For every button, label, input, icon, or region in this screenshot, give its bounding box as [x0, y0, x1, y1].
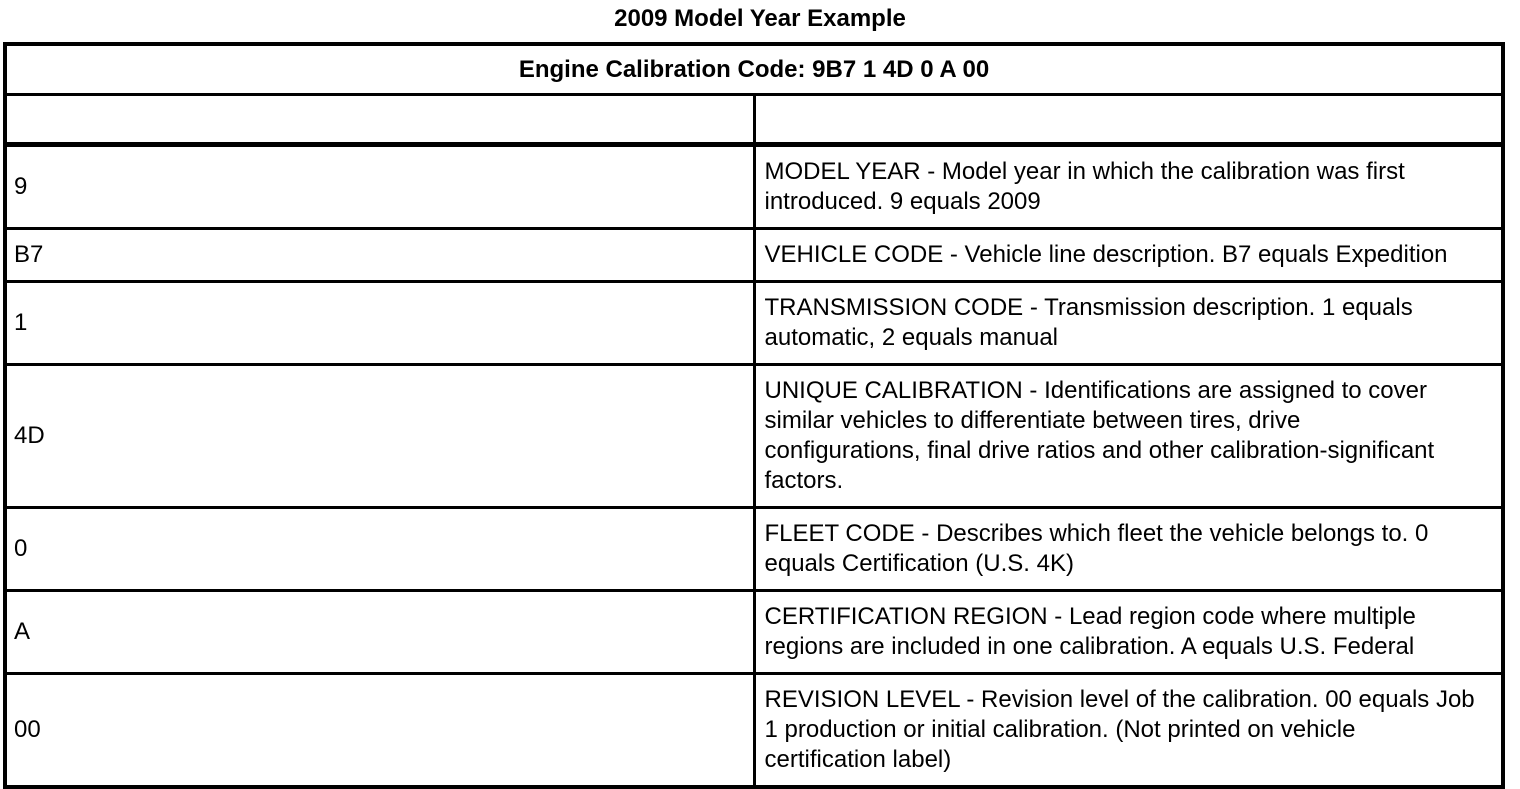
code-cell: 9: [3, 143, 756, 230]
description-cell: MODEL YEAR - Model year in which the cal…: [752, 143, 1505, 230]
table-row-fleet-code: 0 FLEET CODE - Describes which fleet the…: [3, 506, 1505, 592]
description-cell: TRANSMISSION CODE - Transmission descrip…: [752, 280, 1505, 366]
table-row-vehicle-code: B7 VEHICLE CODE - Vehicle line descripti…: [3, 227, 1505, 283]
code-cell: 00: [3, 672, 756, 789]
code-cell: B7: [3, 227, 756, 283]
table-row-unique-calibration: 4D UNIQUE CALIBRATION - Identifications …: [3, 363, 1505, 509]
description-cell: CERTIFICATION REGION - Lead region code …: [752, 589, 1505, 675]
description-cell: FLEET CODE - Describes which fleet the v…: [752, 506, 1505, 592]
description-cell: VEHICLE CODE - Vehicle line description.…: [752, 227, 1505, 283]
code-cell: 4D: [3, 363, 756, 509]
code-cell: 1: [3, 280, 756, 366]
code-cell: A: [3, 589, 756, 675]
description-cell: REVISION LEVEL - Revision level of the c…: [752, 672, 1505, 789]
page-title: 2009 Model Year Example: [614, 5, 906, 32]
table-header-row: Engine Calibration Code: 9B7 1 4D 0 A 00: [3, 42, 1505, 96]
table-row-certification-region: A CERTIFICATION REGION - Lead region cod…: [3, 589, 1505, 675]
spacer-description-cell: [752, 93, 1505, 147]
engine-calibration-code-header: Engine Calibration Code: 9B7 1 4D 0 A 00: [3, 42, 1505, 96]
code-cell: 0: [3, 506, 756, 592]
table-row-transmission-code: 1 TRANSMISSION CODE - Transmission descr…: [3, 280, 1505, 366]
table-row-revision-level: 00 REVISION LEVEL - Revision level of th…: [3, 672, 1505, 789]
engine-calibration-table: Engine Calibration Code: 9B7 1 4D 0 A 00…: [3, 42, 1505, 789]
table-row-model-year: 9 MODEL YEAR - Model year in which the c…: [3, 143, 1505, 230]
spacer-code-cell: [3, 93, 756, 147]
spacer-row: [3, 93, 1505, 147]
description-cell: UNIQUE CALIBRATION - Identifications are…: [752, 363, 1505, 509]
